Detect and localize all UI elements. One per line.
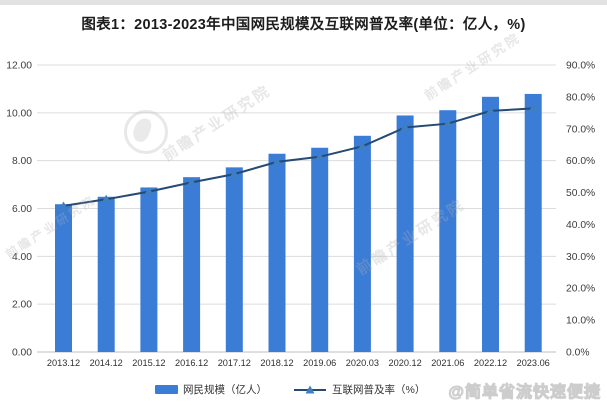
x-axis-tick-label: 2017.12 <box>218 358 251 368</box>
bar <box>183 177 201 352</box>
bar <box>225 167 243 352</box>
left-axis-tick-label: 0.00 <box>12 348 32 359</box>
bar <box>97 196 115 352</box>
x-axis-tick-label: 2020.12 <box>388 358 421 368</box>
bar <box>140 187 158 352</box>
right-axis-tick-label: 30.0% <box>566 252 595 263</box>
line-marker-triangle-icon <box>400 123 410 131</box>
top-strip <box>0 0 607 5</box>
right-axis-tick-label: 50.0% <box>566 188 595 199</box>
line-marker-triangle-icon <box>528 103 538 112</box>
line-marker-triangle-icon <box>187 177 197 186</box>
line-marker-triangle-icon <box>101 194 111 203</box>
x-axis-tick-label: 2023.06 <box>517 358 550 368</box>
left-axis-tick-label: 10.00 <box>6 108 32 119</box>
legend-bar-swatch-icon <box>155 385 178 394</box>
line-marker-triangle-icon <box>443 119 453 127</box>
right-axis-tick-label: 40.0% <box>566 220 595 231</box>
x-axis-tick-label: 2022.12 <box>474 358 507 368</box>
x-axis-tick-label: 2020.03 <box>346 358 379 368</box>
left-axis-tick-label: 8.00 <box>12 156 32 167</box>
line-marker-triangle-icon <box>59 201 68 210</box>
bar <box>311 147 329 352</box>
right-axis-tick-label: 0.0% <box>566 348 589 359</box>
legend-label-penetration-rate: 互联网普及率（%） <box>332 384 426 396</box>
right-axis-tick-label: 60.0% <box>566 156 595 167</box>
x-axis-tick-label: 2014.12 <box>90 358 123 368</box>
bar <box>524 93 542 353</box>
penetration-line <box>63 107 534 207</box>
line-marker-triangle-icon <box>357 141 367 150</box>
chart-legend: 网民规模（亿人） 互联网普及率（%） <box>155 382 425 397</box>
right-axis-tick-label: 10.0% <box>566 316 595 327</box>
line-marker-triangle-icon <box>229 169 239 178</box>
line-marker-triangle-icon <box>272 157 282 166</box>
x-axis-tick-label: 2018.12 <box>260 358 293 368</box>
left-axis-tick-label: 6.00 <box>12 204 32 215</box>
legend-item-penetration-rate: 互联网普及率（%） <box>293 382 425 397</box>
right-axis-tick-label: 80.0% <box>566 92 595 103</box>
x-axis-tick-label: 2021.06 <box>431 358 464 368</box>
bar <box>439 110 457 352</box>
line-marker-triangle-icon <box>144 187 154 195</box>
left-axis-tick-label: 4.00 <box>12 252 32 263</box>
line-marker-triangle-icon <box>486 106 495 115</box>
bar <box>396 115 414 352</box>
right-axis-tick-label: 20.0% <box>566 284 595 295</box>
bar <box>353 135 371 352</box>
legend-item-netizen-scale: 网民规模（亿人） <box>155 382 267 397</box>
chart-title: 图表1：2013-2023年中国网民规模及互联网普及率(单位：亿人，%) <box>81 17 526 33</box>
left-axis-tick-label: 12.00 <box>6 61 32 72</box>
x-axis-tick-label: 2016.12 <box>175 358 208 368</box>
bar <box>55 204 72 352</box>
legend-label-netizen-scale: 网民规模（亿人） <box>183 384 267 396</box>
x-axis-tick-label: 2015.12 <box>132 358 165 368</box>
right-axis-tick-label: 90.0% <box>566 61 595 72</box>
line-marker-triangle-icon <box>315 152 325 161</box>
x-axis-tick-label: 2019.06 <box>303 358 336 368</box>
bar <box>268 153 286 352</box>
bar <box>482 96 499 352</box>
legend-line-marker-icon <box>294 385 326 393</box>
left-axis-tick-label: 2.00 <box>12 300 32 311</box>
right-axis-tick-label: 70.0% <box>566 124 595 135</box>
x-axis-tick-label: 2013.12 <box>47 358 80 368</box>
